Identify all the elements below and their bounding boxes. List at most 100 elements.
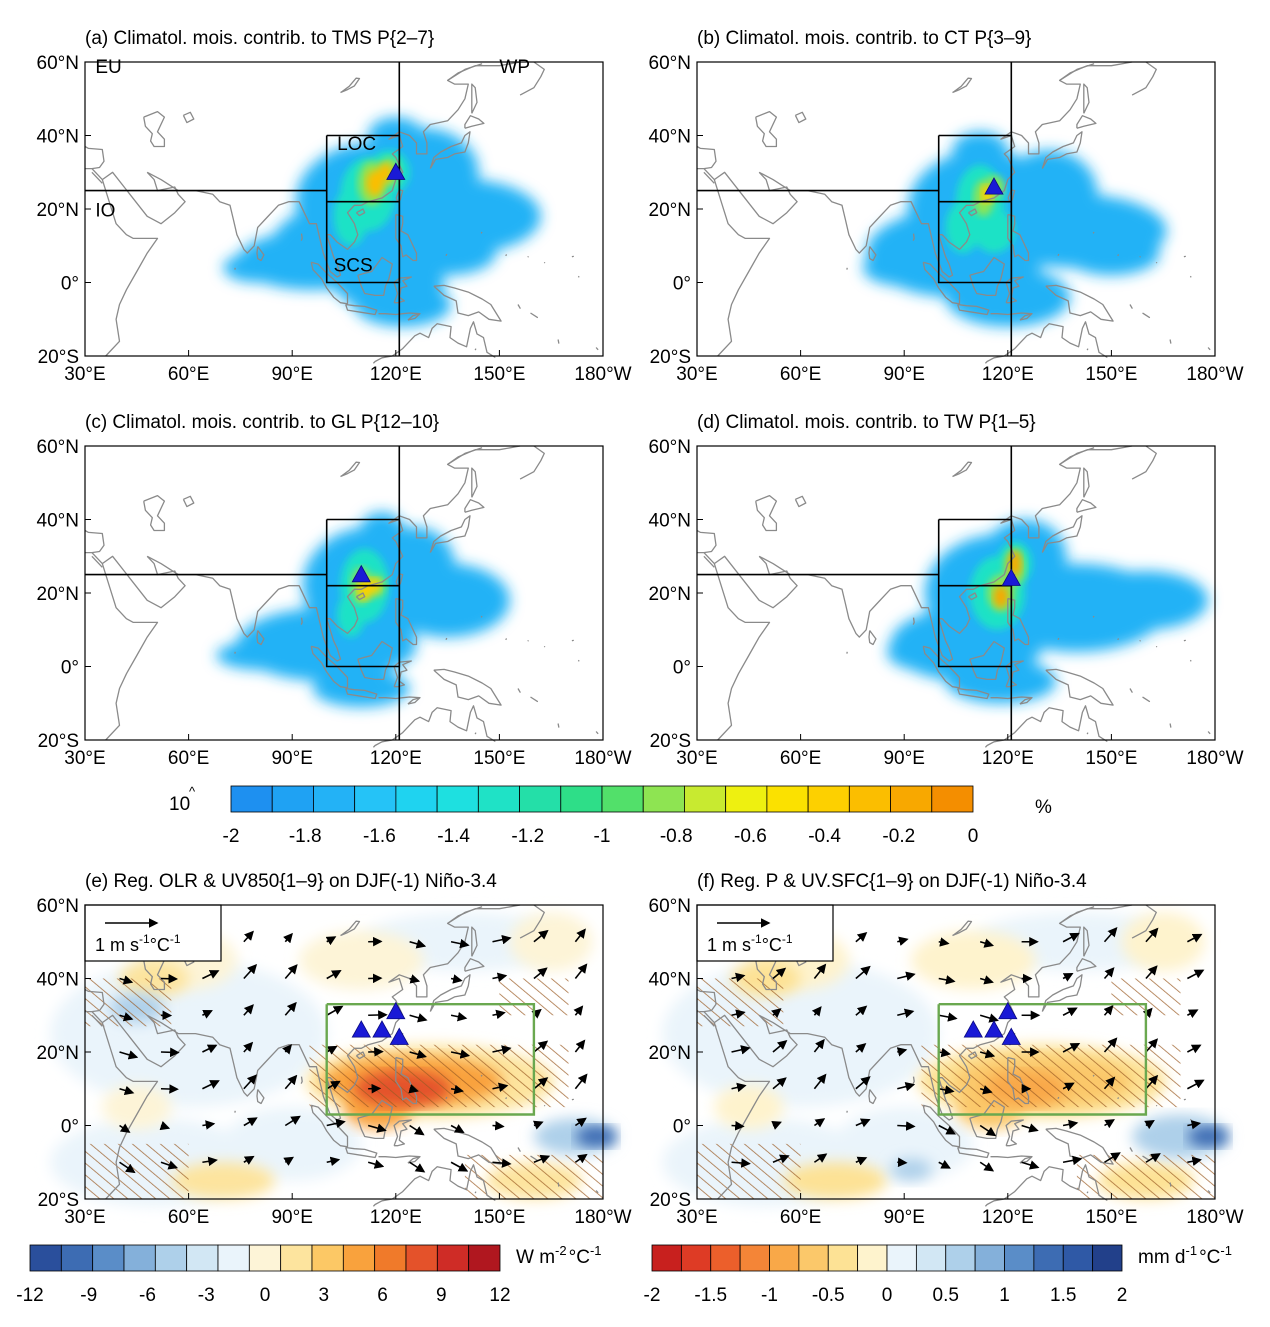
e-wind-vector-48: [367, 1159, 385, 1169]
e-wind-vector-74: [533, 1077, 549, 1090]
a-region-label-0: EU: [95, 57, 121, 78]
e-wind-vector-77: [574, 928, 586, 943]
panel-f-title: (f) Reg. P & UV.SFC{1–9} on DJF(-1) Niño…: [697, 871, 1087, 892]
c-xtick-label-0: 30°E: [64, 748, 105, 769]
e-wind-vector-54: [409, 1124, 425, 1136]
d-ytick-label-4: 20°S: [650, 731, 691, 752]
b-moisture-patch-0-2: [862, 249, 946, 287]
a-region-label-1: WP: [499, 57, 530, 78]
f-wind-vector-42: [979, 938, 995, 948]
coastline-3: [256, 1089, 265, 1105]
moisture-colorbar-swatch-8: [560, 785, 603, 813]
moisture-colorbar-tick-9: -0.2: [882, 826, 915, 847]
e-wind-vector-21: [243, 930, 254, 943]
f-wind-vector-70: [1145, 927, 1159, 943]
b-station-triangle: [984, 177, 1004, 195]
olr-colorbar-tick-4: 0: [260, 1285, 271, 1306]
coastline-1: [101, 1014, 186, 1068]
coastline-37: [300, 1076, 303, 1084]
d-moisture-patch-0-3: [1083, 570, 1209, 630]
f-wind-vector-13: [772, 1154, 790, 1164]
coastline-9: [1131, 904, 1157, 939]
coastline-3: [256, 246, 265, 262]
e-wind-vector-52: [409, 1049, 427, 1059]
c-moisture-patch-0-5: [361, 512, 403, 542]
b-xtick-label-5: 180°W: [1186, 364, 1243, 385]
e-wind-vector-82: [574, 1117, 587, 1128]
colorbar-olr-unit-main: W m: [516, 1247, 555, 1268]
a-ytick-label-1: 40°N: [37, 127, 79, 148]
coastline-34: [557, 339, 560, 344]
coastline-13: [345, 687, 378, 700]
e-wind-vector-68: [492, 1120, 505, 1131]
coastline-23: [340, 461, 361, 478]
f-wind-vector-57: [1062, 972, 1074, 982]
e-wind-vector-31: [282, 1044, 293, 1055]
e-wind-vector-78: [574, 963, 588, 979]
coastline-21: [696, 529, 717, 554]
e-significance-hatch-0: [85, 978, 172, 1027]
colorbar-precip-unit-exp2: -1: [1220, 1243, 1232, 1258]
b-moisture-patch-0-5: [952, 131, 1008, 169]
e-xtick-label-5: 180°W: [574, 1207, 631, 1228]
coastline-6: [1041, 974, 1083, 1012]
f-wind-vector-78: [1187, 969, 1205, 980]
moisture-colorbar-swatch-3: [354, 785, 397, 813]
e-ytick-label-0: 60°N: [37, 896, 79, 917]
e-station-triangle-2: [386, 1001, 406, 1020]
f-station-triangle-2: [998, 1001, 1018, 1020]
olr-colorbar-swatch-8: [280, 1244, 313, 1272]
coastline-37: [300, 233, 303, 241]
colorbar-moisture-prefix: 10: [169, 794, 190, 815]
a-region-label-2: LOC: [337, 134, 376, 155]
coastline-34: [557, 723, 560, 728]
c-xtick-label-5: 180°W: [574, 748, 631, 769]
coastline-10: [1007, 597, 1030, 646]
coastline-34: [1169, 723, 1172, 728]
f-wind-vector-74: [1145, 1074, 1159, 1090]
panel-a-title: (a) Climatol. mois. contrib. to TMS P{2–…: [85, 28, 434, 49]
olr-colorbar-tick-3: -3: [198, 1285, 215, 1306]
coastline-7: [1076, 115, 1097, 129]
f-wind-vector-40: [938, 1124, 957, 1135]
coastline-32: [517, 304, 521, 309]
coastline-26: [445, 1096, 448, 1100]
coastline-6: [429, 515, 471, 553]
coastline-23: [952, 77, 973, 94]
b-moisture-patch-1-1: [945, 201, 981, 254]
moisture-colorbar-swatch-15: [848, 785, 891, 813]
coastline-35: [1207, 347, 1211, 351]
f-wind-vector-82: [1187, 1119, 1202, 1130]
b-ytick-label-4: 20°S: [650, 347, 691, 368]
f-wind-vector-37: [938, 1012, 958, 1022]
f-station-triangle-0: [963, 1020, 983, 1038]
coastline-13: [957, 303, 990, 316]
d-ytick-label-3: 0°: [673, 658, 691, 679]
coastline-24: [447, 906, 483, 924]
coastline-20: [703, 555, 715, 568]
coastline-22: [794, 111, 807, 124]
coastline-18: [1019, 697, 1033, 705]
e-wind-vector-66: [492, 1045, 512, 1055]
f-wind-vector-64: [1103, 967, 1115, 980]
colorbar-moisture: -2 -1.8 -1.6 -1.4 -1.2 -1 -0.8 -0.6 -0.4 -0.2 0 10…: [169, 784, 1052, 847]
f-xtick-label-1: 60°E: [780, 1207, 821, 1228]
moisture-colorbar-swatch-2: [313, 785, 356, 813]
coastline-22: [182, 111, 195, 124]
e-wind-vector-64: [492, 972, 508, 983]
f-wind-vector-31: [896, 1047, 908, 1057]
coastline-7: [1076, 958, 1097, 972]
coastline-33: [530, 696, 539, 703]
coastline-25: [1092, 231, 1095, 234]
e-wind-vector-41: [326, 1156, 341, 1167]
c-station-triangle: [351, 564, 371, 583]
moisture-colorbar-swatch-11: [684, 785, 727, 813]
e-wind-vector-49: [409, 939, 427, 949]
coastline-0: [697, 167, 771, 357]
f-ytick-label-1: 40°N: [649, 970, 691, 991]
coastline-35: [595, 731, 599, 735]
e-field-patch-1-3: [102, 1085, 172, 1130]
precip-colorbar-swatch-10: [945, 1244, 976, 1272]
e-wind-vector-56: [450, 938, 470, 949]
e-wind-vector-12: [159, 1120, 171, 1131]
